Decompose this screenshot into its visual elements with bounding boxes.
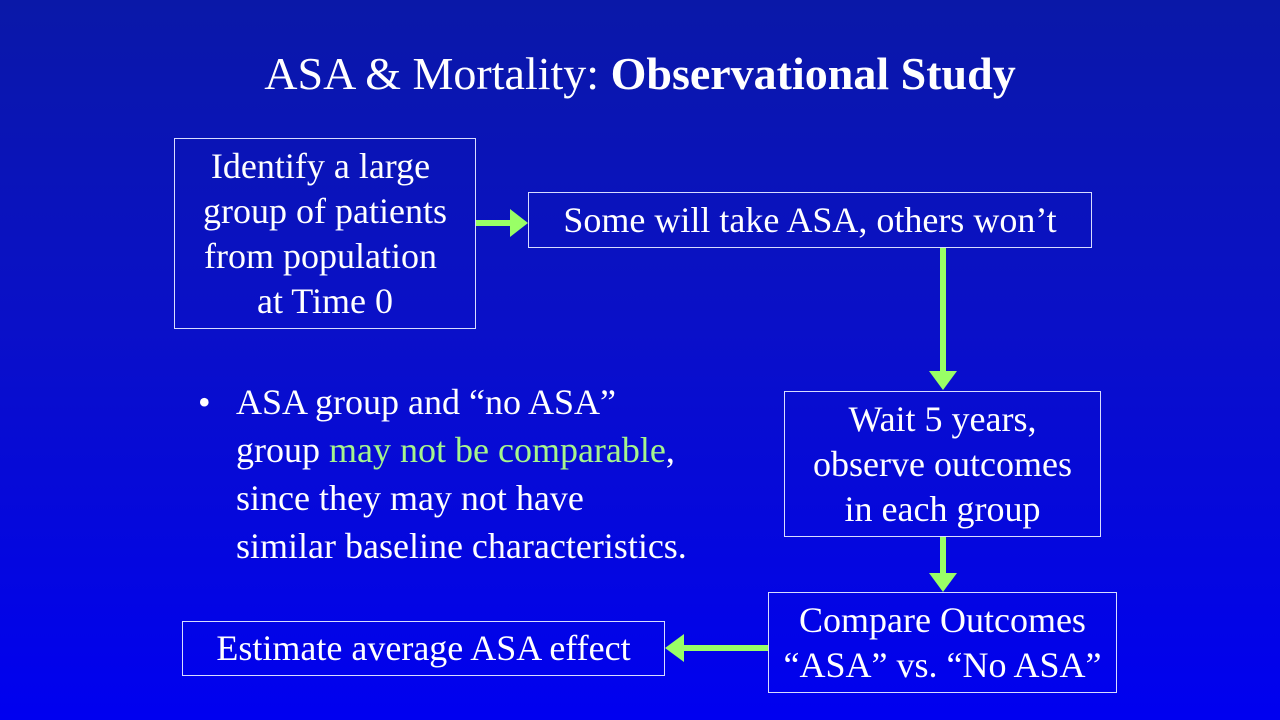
some-take-asa-box: Some will take ASA, others won’t	[528, 192, 1092, 248]
slide-title: ASA & Mortality: Observational Study	[0, 44, 1280, 104]
compare-outcomes-box: Compare Outcomes “ASA” vs. “No ASA”	[768, 592, 1117, 693]
estimate-effect-text: Estimate average ASA effect	[216, 628, 631, 668]
identify-patients-text: Identify a large group of patients from …	[203, 145, 447, 321]
bullet-line-2: group may not be comparable,	[236, 426, 687, 474]
bullet-highlight: may not be comparable	[329, 430, 666, 470]
arrow-compare-to-estimate	[665, 634, 768, 662]
wait-observe-box: Wait 5 years, observe outcomes in each g…	[784, 391, 1101, 537]
arrow-some-take-to-wait	[929, 248, 957, 390]
bullet-symbol: •	[198, 382, 211, 422]
bullet-line-3: since they may not have	[236, 478, 584, 518]
compare-outcomes-text: Compare Outcomes “ASA” vs. “No ASA”	[783, 599, 1102, 685]
title-bold: Observational Study	[610, 48, 1016, 99]
bullet-text: ASA group and “no ASA” group may not be c…	[236, 378, 687, 570]
some-take-asa-text: Some will take ASA, others won’t	[563, 199, 1057, 240]
wait-observe-text: Wait 5 years, observe outcomes in each g…	[813, 398, 1072, 529]
arrow-identify-to-some-take	[476, 209, 528, 237]
title-plain: ASA & Mortality:	[264, 48, 611, 99]
bullet-line-1: ASA group and “no ASA”	[236, 382, 616, 422]
identify-patients-box: Identify a large group of patients from …	[174, 138, 476, 329]
estimate-effect-box: Estimate average ASA effect	[182, 621, 665, 676]
bullet-line-2-suffix: ,	[665, 430, 675, 470]
arrow-wait-to-compare	[929, 537, 957, 592]
bullet-line-4: similar baseline characteristics.	[236, 526, 687, 566]
bullet-line-2-prefix: group	[236, 430, 329, 470]
